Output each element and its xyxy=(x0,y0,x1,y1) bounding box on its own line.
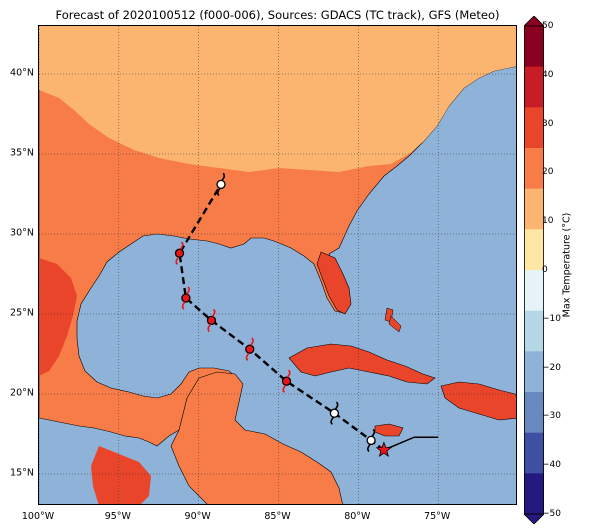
colorbar-segment xyxy=(524,392,544,434)
cyclone-icon xyxy=(366,428,376,453)
colorbar-label: Max Temperature (°C) xyxy=(561,212,573,318)
x-tick-label: 80°W xyxy=(344,511,371,522)
x-tick-label: 100°W xyxy=(21,511,55,522)
colorbar-tick-label: 30 xyxy=(542,118,554,129)
x-tick-label: 90°W xyxy=(184,511,211,522)
colorbar-tick-label: −30 xyxy=(542,411,561,422)
colorbar-tick-label: −10 xyxy=(542,313,561,324)
colorbar-tick-label: −20 xyxy=(542,362,561,373)
colorbar-tick-label: 0 xyxy=(542,265,548,275)
colorbar-tick-label: 40 xyxy=(542,69,554,80)
land-cool-band xyxy=(39,26,516,172)
colorbar-segment xyxy=(524,270,544,312)
cyclone-icon xyxy=(329,401,340,425)
land-cuba xyxy=(288,343,436,385)
map-gridlines xyxy=(39,26,516,504)
colorbar-tick-label: 50 xyxy=(542,21,554,31)
land-hot-texas xyxy=(39,258,77,376)
colorbar-segment xyxy=(524,148,544,190)
y-tick-label: 40°N xyxy=(10,67,34,79)
y-tick-label: 30°N xyxy=(10,227,34,239)
colorbar-tick-label: −50 xyxy=(542,509,561,519)
colorbar-tick-label: 10 xyxy=(542,216,554,227)
colorbar-segment xyxy=(524,66,544,108)
colorbar-frame xyxy=(524,25,544,515)
map-title: Forecast of 2020100512 (f000-006), Sourc… xyxy=(55,8,500,22)
cyclone-icon xyxy=(206,308,217,333)
colorbar-tick-label: −40 xyxy=(542,460,561,471)
colorbar-segment xyxy=(524,432,544,474)
past-track-line xyxy=(383,436,439,451)
y-tick-label: 35°N xyxy=(10,147,34,159)
colorbar-extend-min xyxy=(524,513,544,524)
y-tick-label: 15°N xyxy=(10,467,34,479)
map-canvas xyxy=(39,26,516,504)
land-hot-mexico-south xyxy=(91,446,151,504)
colorbar-segment xyxy=(524,26,544,68)
y-tick-label: 20°N xyxy=(10,387,34,399)
colorbar-segment xyxy=(524,229,544,271)
colorbar xyxy=(524,16,544,524)
colorbar-extend-max xyxy=(524,16,544,27)
map-plot-area[interactable] xyxy=(38,25,517,505)
colorbar-segment xyxy=(524,188,544,230)
cyclone-icon xyxy=(174,241,185,265)
land-bahamas-2 xyxy=(388,315,402,333)
x-tick-label: 95°W xyxy=(104,511,131,522)
cyclone-icon xyxy=(216,172,226,197)
tc-track xyxy=(174,172,439,458)
cyclone-icon xyxy=(245,337,255,361)
land-yucatan xyxy=(170,371,343,504)
cyclone-icon xyxy=(281,369,292,393)
current-position-star-icon xyxy=(375,441,393,458)
colorbar-segment xyxy=(524,351,544,393)
colorbar-segment xyxy=(524,107,544,149)
y-tick-label: 25°N xyxy=(10,307,34,319)
land-hispaniola xyxy=(440,381,516,421)
x-tick-label: 85°W xyxy=(264,511,291,522)
colorbar-segment xyxy=(524,310,544,352)
colorbar-segment xyxy=(524,473,544,515)
x-tick-label: 75°W xyxy=(424,511,451,522)
cyclone-icon xyxy=(181,286,191,310)
colorbar-tick-label: 20 xyxy=(542,167,554,178)
